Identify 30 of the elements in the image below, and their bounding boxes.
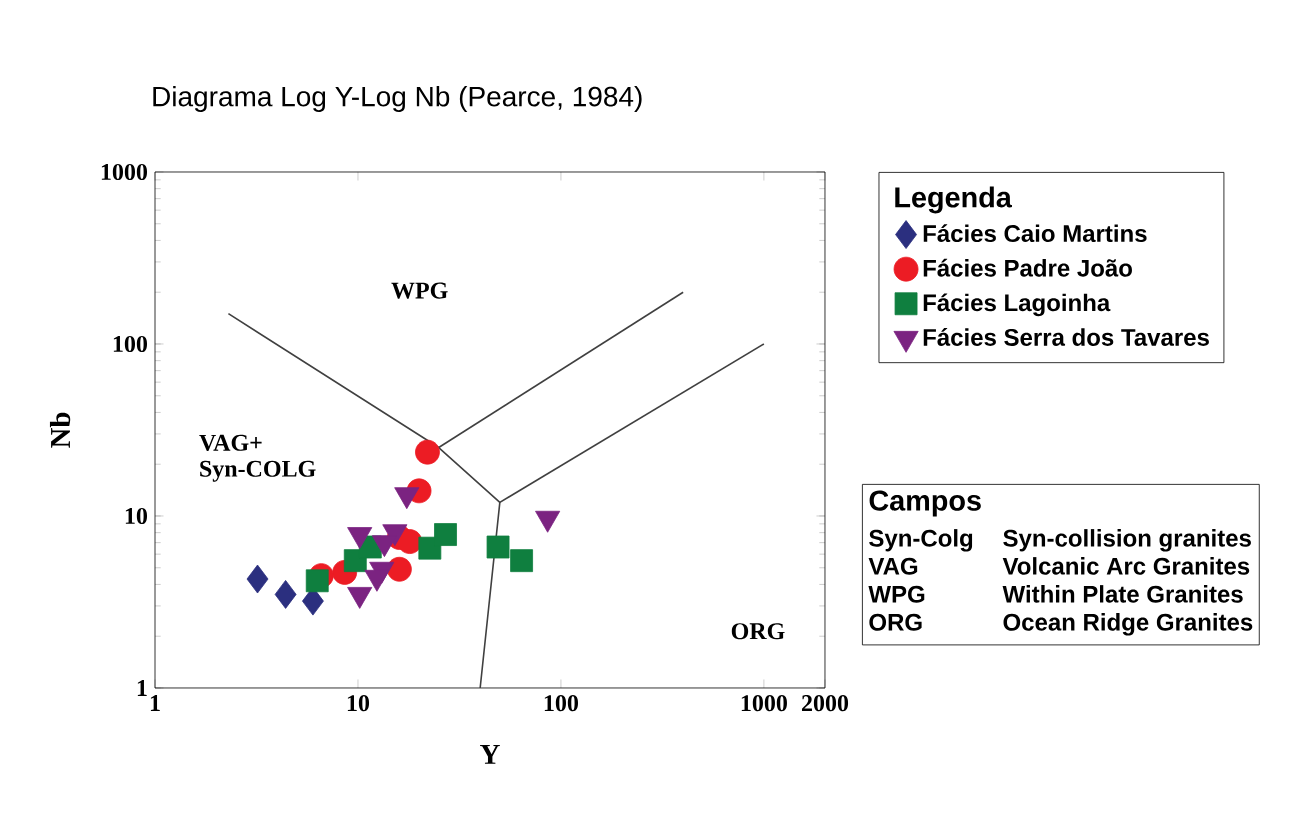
text: Syn-Colg (869, 529, 973, 552)
legend-label: Fácies Lagoinha (923, 293, 1111, 317)
text: Volcanic Arc Granites (1002, 557, 1250, 575)
text: Campos (869, 490, 981, 517)
legend-label: Fácies Caio Martins (923, 224, 1147, 243)
text: WPG (868, 585, 925, 603)
text: ORG (869, 613, 922, 631)
annotation: VAG+ (199, 434, 262, 452)
y-tick-label: 100 (113, 335, 148, 353)
legend-label: Fácies Padre João (923, 258, 1132, 277)
chart-title: Diagrama Log Y-Log Nb (Pearce, 1984) (153, 85, 642, 113)
y-axis-title: Nb (49, 412, 71, 448)
x-tick-label: 100 (544, 695, 578, 712)
x-tick-label: 1000 (741, 695, 787, 712)
x-tick-label: 10 (347, 695, 370, 712)
legend-label: Fácies Serra dos Tavares (923, 328, 1209, 346)
text: Syn-collision granites (1003, 529, 1251, 552)
annotation: ORG (731, 623, 785, 640)
annotation: WPG (391, 282, 448, 299)
annotation: Syn-COLG (200, 460, 316, 482)
legend-title: Legenda (895, 186, 1012, 214)
x-tick-label: 2000 (801, 695, 849, 712)
x-axis-title: Y (480, 744, 500, 764)
text: Ocean Ridge Granites (1003, 613, 1253, 636)
text: Within Plate Granites (1002, 585, 1243, 603)
x-tick-label: 1 (150, 695, 160, 711)
y-tick-label: 10 (125, 507, 148, 525)
y-tick-label: 1 (137, 680, 147, 696)
y-tick-label: 1000 (101, 163, 148, 181)
text: VAG (868, 557, 918, 575)
